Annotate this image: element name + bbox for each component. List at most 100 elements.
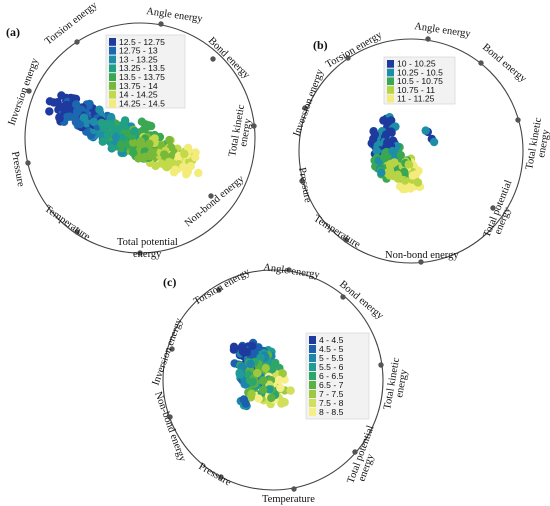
data-point	[280, 398, 289, 407]
anchor-label-line2: energy	[394, 368, 410, 399]
panel-c-legend-box	[305, 332, 370, 420]
data-point	[103, 130, 112, 139]
legend-swatch	[109, 46, 116, 55]
data-point	[278, 369, 287, 378]
data-point	[191, 153, 200, 162]
panel-b-legend-box	[383, 56, 456, 105]
anchor-label: Temperature	[311, 213, 362, 251]
legend-label: 5 - 5.5	[319, 353, 344, 363]
data-point	[385, 171, 394, 180]
anchor-dot	[352, 449, 358, 455]
anchor-dot	[74, 39, 80, 45]
data-point	[369, 134, 378, 144]
anchor-dot	[158, 21, 164, 27]
anchor-label: Angle energy	[414, 21, 472, 40]
data-point	[146, 121, 156, 131]
anchor-label: Pressure	[197, 461, 234, 488]
anchor-label: Non-bond energy	[183, 173, 247, 229]
data-point	[404, 160, 413, 169]
data-point	[254, 394, 263, 403]
data-point	[256, 353, 265, 362]
legend-swatch	[109, 82, 116, 90]
anchor-dot	[345, 55, 351, 61]
legend-label: 7 - 7.5	[319, 389, 344, 399]
anchor-label: Torsion energy	[192, 266, 253, 307]
anchor-label: Torsion energy	[43, 0, 100, 47]
data-point	[145, 139, 154, 148]
legend-label: 13 - 13.25	[119, 54, 158, 64]
legend-swatch	[387, 60, 394, 68]
anchor-dot	[343, 237, 349, 243]
anchor-dot	[208, 193, 214, 199]
panel-c-points	[229, 338, 295, 411]
data-point	[372, 146, 381, 156]
data-point	[79, 113, 89, 122]
anchor-dot	[515, 117, 521, 123]
anchor-dot	[167, 414, 173, 420]
data-point	[57, 91, 66, 100]
anchor-dot	[302, 105, 308, 111]
anchor-label: Non-bond energy	[152, 390, 188, 464]
anchor-dot	[216, 287, 222, 293]
legend-label: 6 - 6.5	[319, 371, 344, 381]
panel-a-points	[45, 91, 203, 179]
data-point	[267, 393, 276, 403]
data-point	[182, 170, 191, 179]
data-point	[160, 150, 169, 159]
legend-swatch	[387, 86, 394, 94]
legend-label: 8 - 8.5	[319, 407, 344, 417]
legend-swatch	[109, 38, 116, 46]
legend-swatch	[309, 381, 316, 389]
anchor-dot	[169, 346, 175, 352]
data-point	[171, 165, 180, 174]
data-point	[55, 114, 64, 123]
panel-b-points	[367, 113, 439, 194]
legend-swatch	[309, 336, 316, 344]
data-point	[194, 168, 203, 178]
anchor-label: Inversion energy	[150, 316, 185, 387]
data-point	[72, 100, 81, 109]
data-point	[73, 117, 82, 126]
legend-swatch	[109, 64, 116, 73]
panel-c-circle	[162, 269, 384, 491]
anchor-label: Total potential	[117, 237, 178, 248]
legend-label: 4.5 - 5	[319, 344, 344, 354]
anchor-label: Inversion energy	[6, 56, 41, 127]
anchor-label: Bond energy	[337, 279, 386, 322]
data-point	[130, 127, 139, 136]
data-point	[377, 168, 386, 177]
data-point	[168, 159, 177, 168]
legend-swatch	[109, 55, 116, 64]
data-point	[421, 126, 430, 135]
data-point	[261, 364, 270, 373]
data-point	[106, 120, 115, 129]
data-point	[129, 138, 138, 147]
legend-swatch	[109, 99, 116, 108]
panel-c-label: (c)	[163, 275, 176, 289]
panel-a-label: (a)	[6, 25, 20, 39]
anchor-label: Inversion energy	[291, 67, 326, 138]
anchor-dot	[291, 486, 297, 492]
data-point	[45, 107, 54, 116]
anchor-label-line2: energy	[133, 249, 162, 260]
panel-c-legend: 4 - 4.54.5 - 55 - 5.55.5 - 66 - 6.56.5 -…	[305, 332, 370, 420]
data-point	[246, 393, 255, 402]
legend-label: 12.75 - 13	[119, 46, 158, 56]
anchor-dot	[378, 362, 384, 368]
anchor-dot	[137, 250, 143, 256]
legend-swatch	[109, 73, 116, 81]
legend-swatch	[387, 68, 394, 77]
data-point	[118, 133, 127, 142]
panel-c: (c) 4 - 4.54.5 - 55 - 5.55.5 - 66 - 6.56…	[150, 262, 410, 505]
data-point	[248, 377, 257, 387]
data-point	[239, 395, 248, 404]
anchor-label: Torsion energy	[324, 29, 385, 70]
legend-label: 13.5 - 13.75	[119, 72, 165, 82]
data-point	[259, 376, 268, 385]
data-point	[276, 383, 285, 393]
data-point	[63, 112, 72, 122]
